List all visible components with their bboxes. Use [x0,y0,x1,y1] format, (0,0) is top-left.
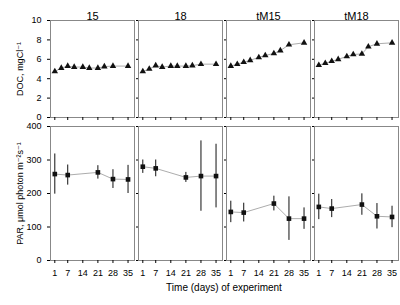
svg-text:21: 21 [181,268,191,278]
svg-text:21: 21 [269,268,279,278]
svg-text:1: 1 [52,268,57,278]
svg-text:4: 4 [36,74,41,84]
svg-text:DOC, mgCl⁻¹: DOC, mgCl⁻¹ [15,42,25,96]
svg-text:28: 28 [108,268,118,278]
svg-text:7: 7 [153,268,158,278]
svg-text:tM18: tM18 [344,10,368,22]
svg-text:14: 14 [78,268,88,278]
svg-text:7: 7 [65,268,70,278]
svg-text:28: 28 [284,268,294,278]
svg-text:300: 300 [26,155,41,165]
svg-text:7: 7 [241,268,246,278]
svg-text:400: 400 [26,122,41,131]
svg-text:PAR, μmol photon m⁻²s⁻¹: PAR, μmol photon m⁻²s⁻¹ [15,142,25,245]
svg-text:35: 35 [299,268,309,278]
svg-text:tM15: tM15 [256,10,280,22]
svg-text:14: 14 [166,268,176,278]
svg-text:35: 35 [387,268,397,278]
svg-text:28: 28 [372,268,382,278]
svg-text:8: 8 [36,35,41,45]
svg-text:21: 21 [93,268,103,278]
svg-text:7: 7 [329,268,334,278]
svg-text:10: 10 [31,15,41,25]
svg-text:14: 14 [342,268,352,278]
svg-text:21: 21 [357,268,367,278]
svg-text:0: 0 [36,112,41,122]
svg-text:28: 28 [196,268,206,278]
svg-text:18: 18 [174,10,186,22]
svg-text:15: 15 [86,10,98,22]
svg-text:100: 100 [26,222,41,232]
svg-text:200: 200 [26,188,41,198]
svg-text:14: 14 [254,268,264,278]
svg-text:35: 35 [211,268,221,278]
html-text:Time (days) of experiment: Time (days) of experiment [166,282,282,293]
svg-text:2: 2 [36,93,41,103]
svg-text:1: 1 [140,268,145,278]
svg-text:1: 1 [228,268,233,278]
svg-text:1: 1 [316,268,321,278]
svg-text:0: 0 [36,255,41,265]
svg-text:35: 35 [123,268,133,278]
svg-text:6: 6 [36,54,41,64]
